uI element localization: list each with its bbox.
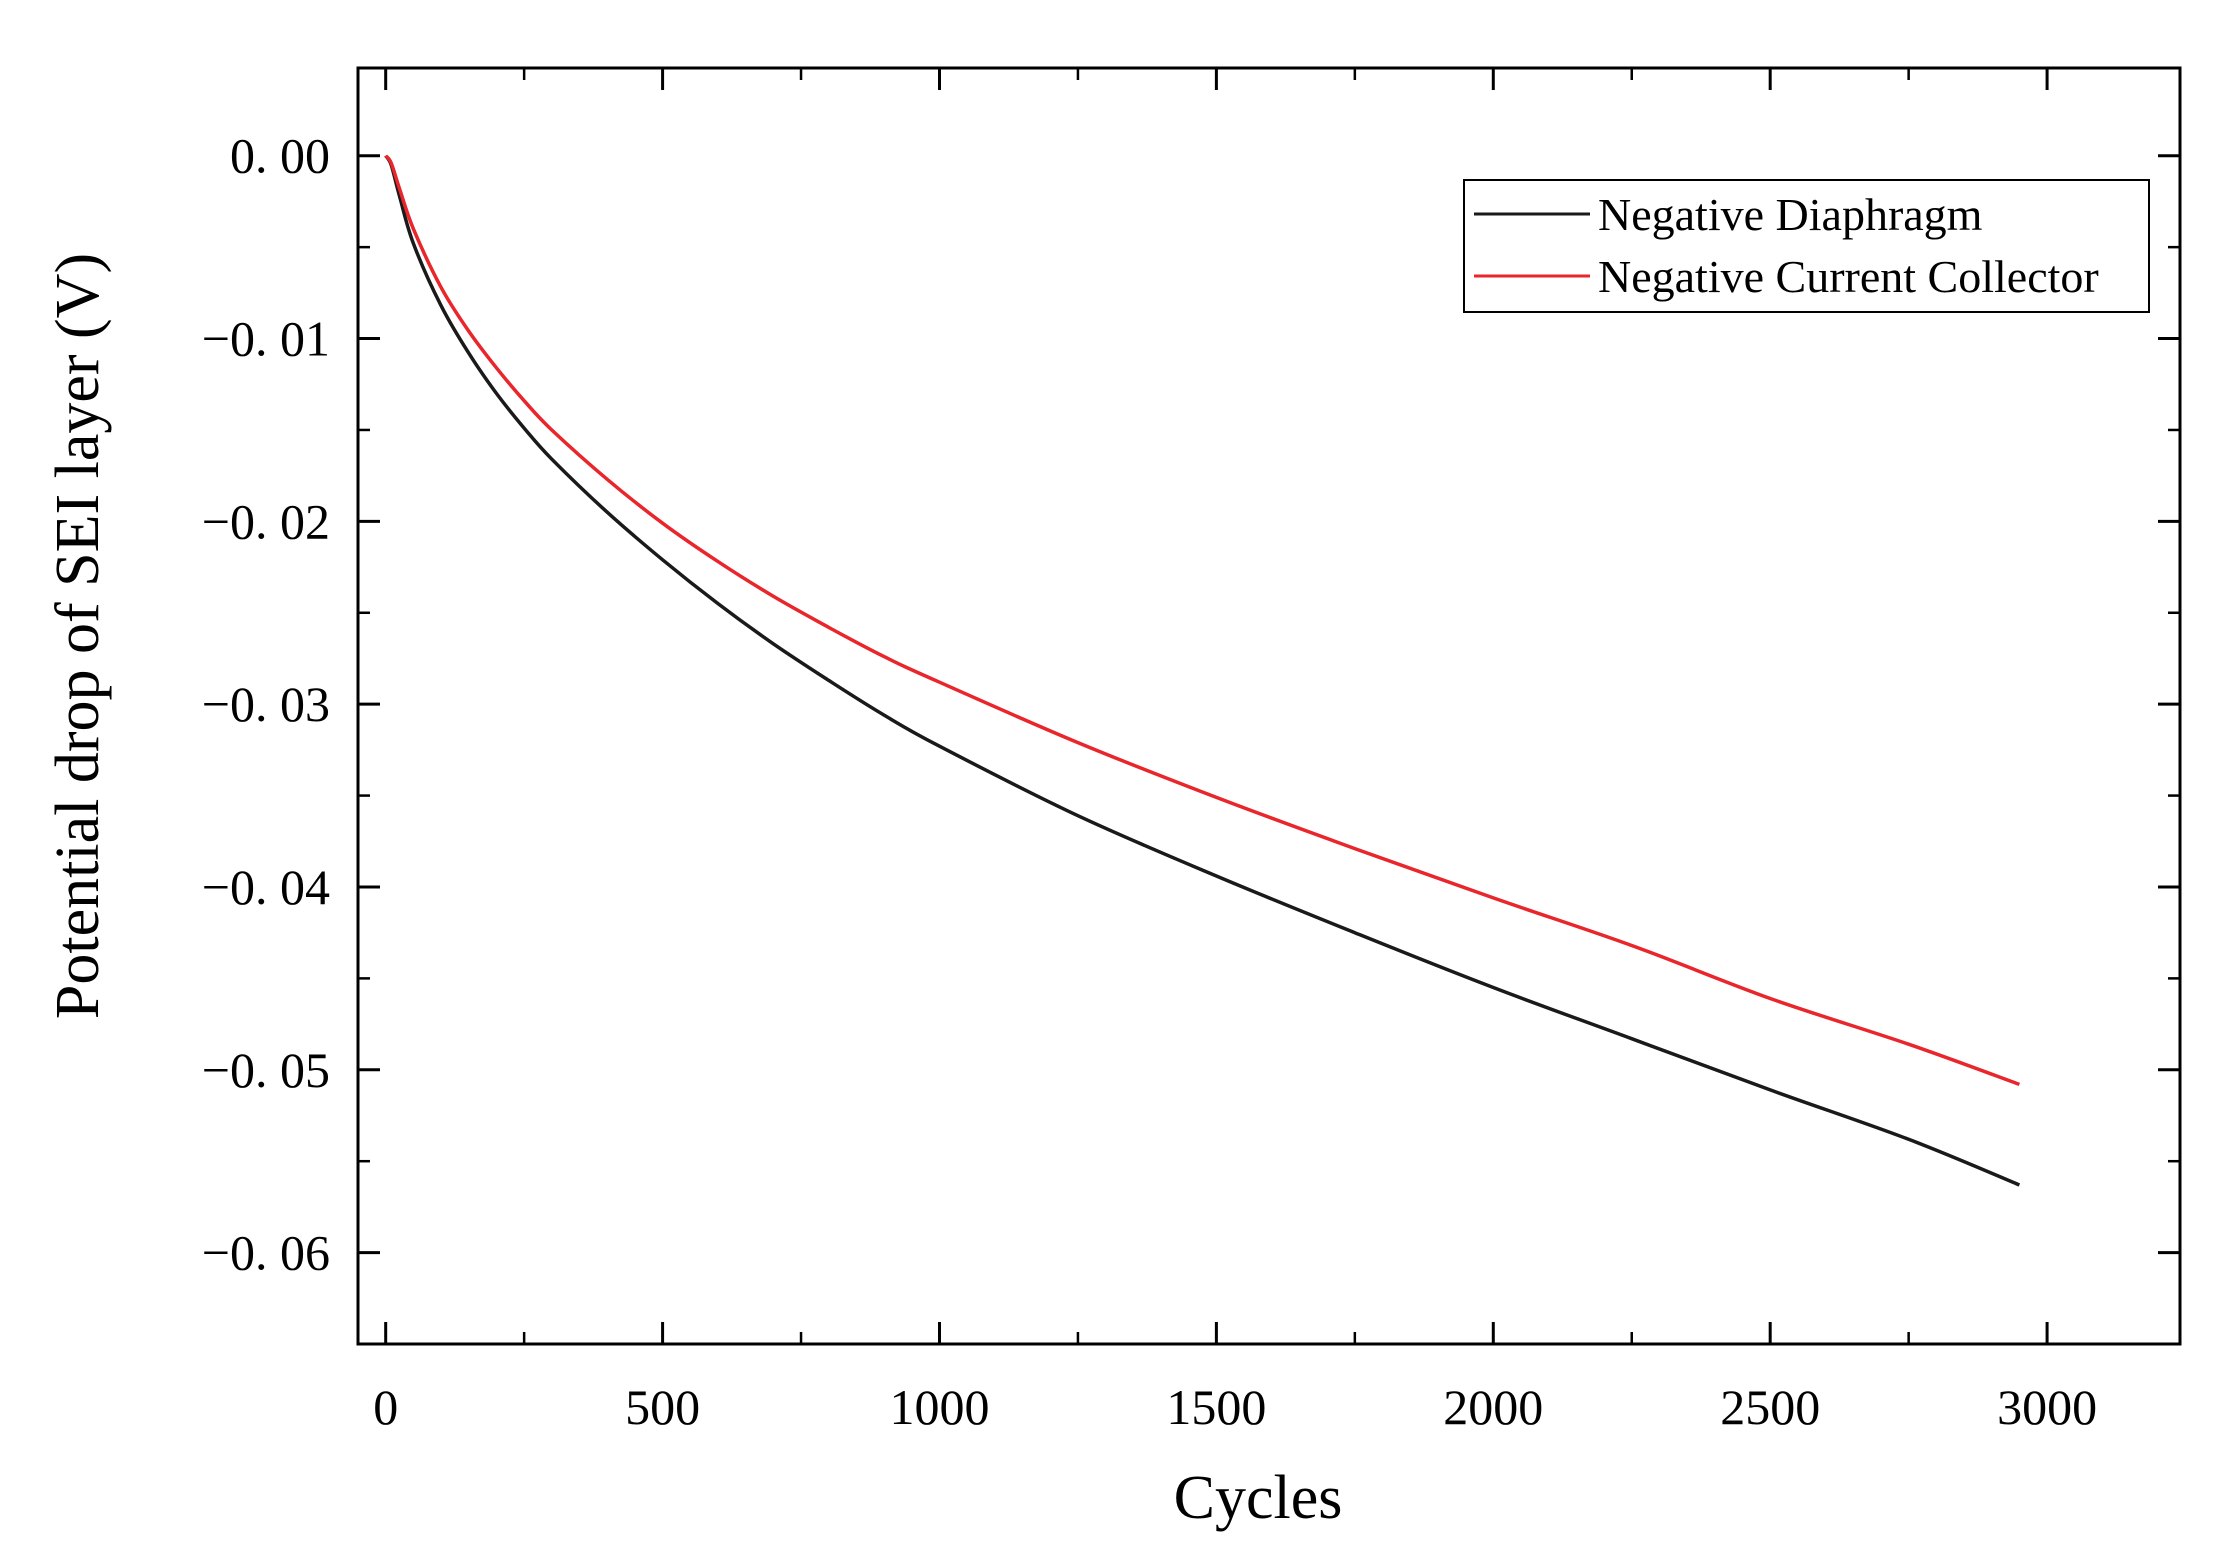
x-axis-title: Cycles (1174, 1464, 1343, 1532)
x-tick-label-2500: 2500 (1720, 1379, 1820, 1435)
legend-box (1463, 179, 2150, 313)
y-tick-label-−0.01: −0. 01 (202, 311, 330, 367)
y-axis-title: Potential drop of SEI layer (V) (44, 253, 112, 1019)
legend-label-negative-current-collector: Negative Current Collector (1598, 251, 2099, 302)
y-tick-label-−0.03: −0. 03 (202, 676, 330, 732)
x-axis-ticks: 0 500 1000 1500 2000 2500 3000 (373, 68, 2097, 1435)
y-tick-label-−0.05: −0. 05 (202, 1042, 330, 1098)
series-line-negative-diaphragm (384, 154, 2021, 1187)
x-tick-label-1500: 1500 (1166, 1379, 1266, 1435)
x-tick-label-1000: 1000 (889, 1379, 989, 1435)
y-tick-label-−0.06: −0. 06 (202, 1225, 330, 1281)
plot-frame (356, 66, 2182, 1346)
series-lines (384, 154, 2021, 1187)
x-tick-label-3000: 3000 (1997, 1379, 2097, 1435)
series-line-negative-current-collector (384, 154, 2020, 1087)
minor-ticks (358, 68, 2180, 1346)
legend-label-negative-diaphragm: Negative Diaphragm (1598, 189, 1983, 240)
x-tick-label-0: 0 (373, 1379, 398, 1435)
y-axis-ticks: 0. 00 −0. 01 −0. 02 −0. 03 −0. 04 −0. 05 −0. 0… (202, 128, 2180, 1281)
y-tick-label-−0.04: −0. 04 (202, 859, 330, 915)
legend: Negative Diaphragm Negative Current Coll… (1463, 179, 2150, 313)
x-tick-label-2000: 2000 (1443, 1379, 1543, 1435)
x-tick-label-500: 500 (625, 1379, 700, 1435)
y-tick-label-−0.02: −0. 02 (202, 493, 330, 549)
y-tick-label-0.00: 0. 00 (230, 128, 330, 184)
